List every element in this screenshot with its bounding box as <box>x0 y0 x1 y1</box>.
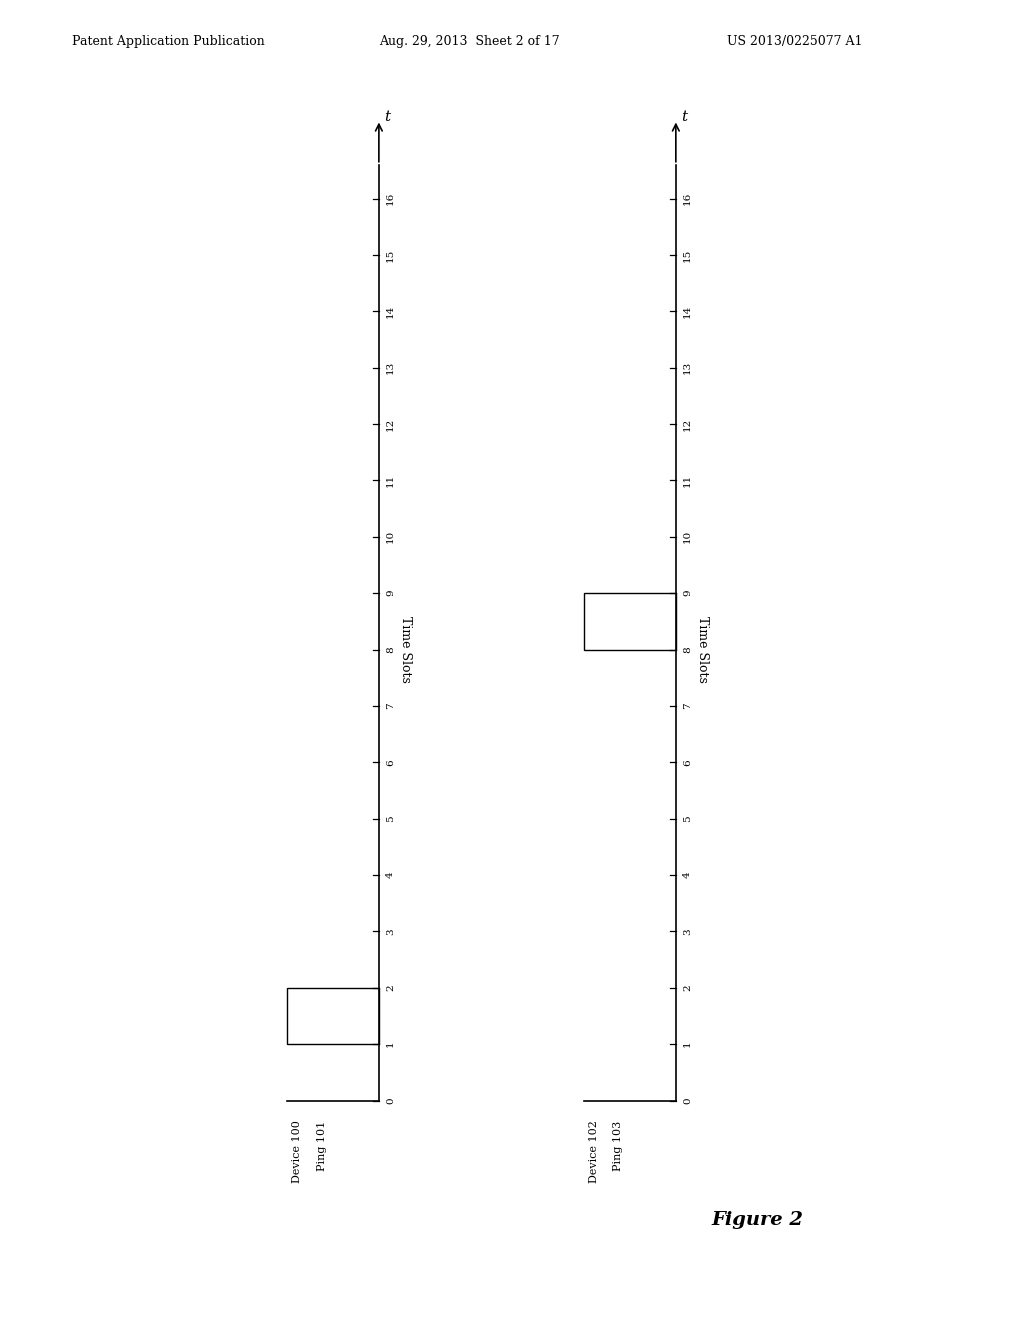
Text: 12: 12 <box>683 417 692 430</box>
Text: 9: 9 <box>386 590 395 597</box>
Bar <box>584 593 676 649</box>
Text: 10: 10 <box>683 531 692 544</box>
Text: 10: 10 <box>386 531 395 544</box>
Text: t: t <box>384 110 390 124</box>
Text: 5: 5 <box>386 816 395 822</box>
Text: 1: 1 <box>386 1041 395 1048</box>
Text: 15: 15 <box>683 248 692 261</box>
Text: Time Slots: Time Slots <box>696 616 709 682</box>
Text: 3: 3 <box>683 928 692 935</box>
Text: Ping 101: Ping 101 <box>316 1121 327 1171</box>
Text: 13: 13 <box>683 362 692 375</box>
Text: 13: 13 <box>386 362 395 375</box>
Text: 9: 9 <box>683 590 692 597</box>
Text: 11: 11 <box>683 474 692 487</box>
Text: Figure 2: Figure 2 <box>712 1210 804 1229</box>
Text: 2: 2 <box>683 985 692 991</box>
Bar <box>287 987 379 1044</box>
Text: 11: 11 <box>386 474 395 487</box>
Text: 7: 7 <box>683 702 692 709</box>
Text: Ping 103: Ping 103 <box>613 1121 624 1171</box>
Text: 6: 6 <box>683 759 692 766</box>
Text: 14: 14 <box>683 305 692 318</box>
Text: 0: 0 <box>683 1097 692 1104</box>
Text: t: t <box>681 110 687 124</box>
Text: 6: 6 <box>386 759 395 766</box>
Text: US 2013/0225077 A1: US 2013/0225077 A1 <box>727 34 862 48</box>
Text: 0: 0 <box>386 1097 395 1104</box>
Text: Device 100: Device 100 <box>292 1121 302 1183</box>
Text: 2: 2 <box>386 985 395 991</box>
Text: 8: 8 <box>683 647 692 653</box>
Text: 16: 16 <box>683 191 692 205</box>
Text: 7: 7 <box>386 702 395 709</box>
Text: 4: 4 <box>386 871 395 878</box>
Text: 14: 14 <box>386 305 395 318</box>
Text: 15: 15 <box>386 248 395 261</box>
Text: Aug. 29, 2013  Sheet 2 of 17: Aug. 29, 2013 Sheet 2 of 17 <box>379 34 559 48</box>
Text: 16: 16 <box>386 191 395 205</box>
Text: 8: 8 <box>386 647 395 653</box>
Text: Device 102: Device 102 <box>589 1121 599 1183</box>
Text: Patent Application Publication: Patent Application Publication <box>72 34 264 48</box>
Text: 4: 4 <box>683 871 692 878</box>
Text: 5: 5 <box>683 816 692 822</box>
Text: 12: 12 <box>386 417 395 430</box>
Text: 1: 1 <box>683 1041 692 1048</box>
Text: Time Slots: Time Slots <box>399 616 412 682</box>
Text: 3: 3 <box>386 928 395 935</box>
